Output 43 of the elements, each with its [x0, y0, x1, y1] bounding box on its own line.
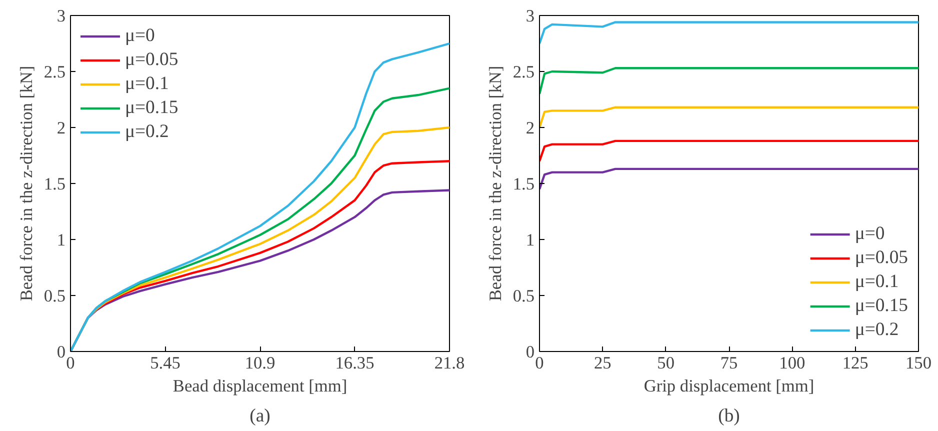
- line-series: [540, 106, 918, 129]
- x-axis-title: Grip displacement [mm]: [644, 376, 814, 396]
- y-tick-label: 1.5: [512, 174, 535, 194]
- text: (a): [250, 406, 270, 426]
- x-tick-label: 150: [906, 354, 932, 372]
- x-tick-label: 5.45: [150, 354, 180, 372]
- y-tick-label: 2: [526, 118, 535, 138]
- y-tick-label: 0.5: [512, 286, 535, 306]
- x-tick-label: 50: [657, 354, 674, 372]
- y-tick-label: 3: [526, 6, 535, 26]
- x-tick-label: 10.9: [244, 354, 276, 372]
- x-axis-title: Bead displacement [mm]: [172, 376, 348, 396]
- x-tick-label: 25: [594, 354, 612, 372]
- y-axis-title: Bead force in the z-direction [kN]: [486, 66, 505, 302]
- line-series: [540, 67, 918, 95]
- y-tick-label: 1.5: [44, 174, 66, 194]
- legend-label: μ=0.15: [125, 97, 178, 119]
- legend-label: μ=0.2: [854, 319, 899, 341]
- y-tick-label: 0.5: [44, 286, 66, 306]
- legend-label: μ=0: [854, 223, 885, 245]
- x-tick-label: 125: [842, 354, 868, 372]
- legend-label: μ=0: [125, 25, 155, 47]
- line-series: [540, 140, 918, 162]
- x-tick-label: 75: [720, 354, 738, 372]
- y-tick-label: 2: [56, 118, 66, 138]
- legend-label: μ=0.2: [125, 121, 169, 143]
- y-tick-label: 2.5: [44, 62, 66, 82]
- x-tick-label: 100: [779, 354, 806, 372]
- y-tick-label: 1: [526, 230, 535, 250]
- text: (b): [718, 406, 740, 426]
- x-tick-label: 16.35: [335, 354, 374, 372]
- legend-label: μ=0.15: [854, 295, 908, 317]
- y-axis-title: Bead force in the z-direction [kN]: [16, 66, 36, 302]
- y-tick-label: 1: [56, 230, 66, 250]
- y-tick-label: 3: [56, 6, 66, 26]
- legend-label: μ=0.05: [854, 247, 908, 269]
- line-series: [540, 21, 918, 45]
- legend-label: μ=0.1: [125, 73, 169, 95]
- line-series: [540, 168, 918, 190]
- legend-label: μ=0.05: [125, 49, 178, 71]
- x-tick-label: 21.8: [434, 354, 465, 372]
- legend-label: μ=0.1: [854, 271, 899, 293]
- y-tick-label: 2.5: [512, 62, 535, 82]
